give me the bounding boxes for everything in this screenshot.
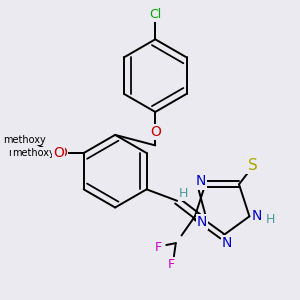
Text: methoxy: methoxy [8, 148, 51, 158]
Text: H: H [179, 187, 188, 200]
Text: N: N [197, 215, 207, 229]
Text: methoxy: methoxy [12, 148, 54, 158]
Text: N: N [195, 174, 206, 188]
Text: S: S [248, 158, 257, 173]
Text: O: O [53, 146, 64, 160]
Text: O: O [150, 125, 161, 139]
Text: methoxy: methoxy [3, 135, 46, 145]
Text: H: H [266, 213, 275, 226]
Text: N: N [222, 236, 232, 250]
Text: F: F [167, 258, 175, 271]
Text: O: O [56, 146, 67, 160]
Text: Cl: Cl [149, 8, 161, 21]
Text: N: N [252, 209, 262, 224]
Text: F: F [155, 242, 162, 254]
